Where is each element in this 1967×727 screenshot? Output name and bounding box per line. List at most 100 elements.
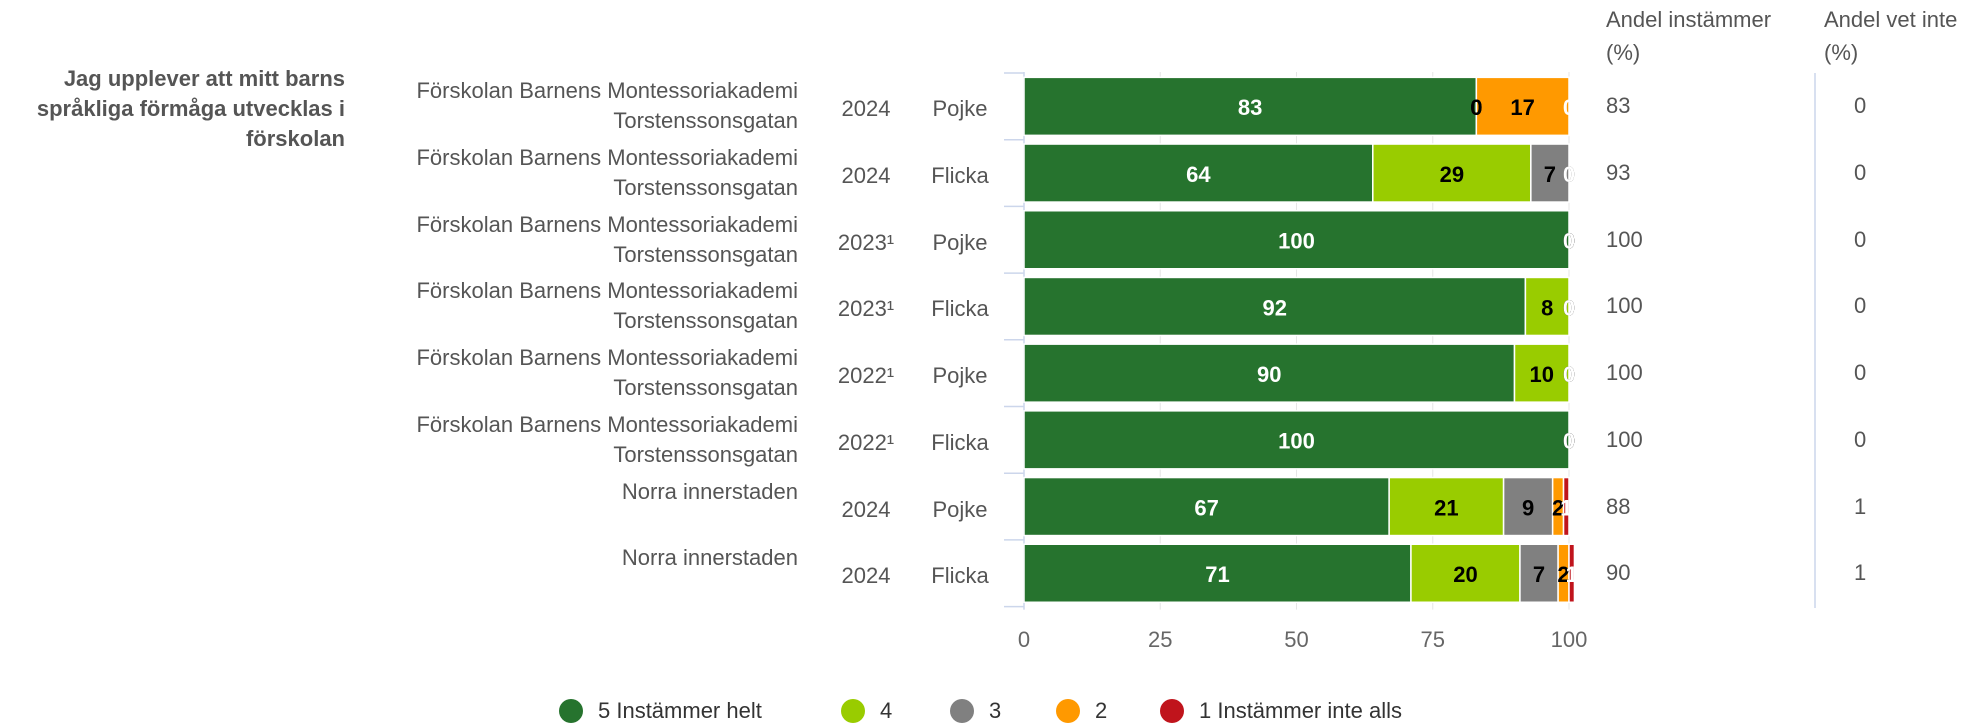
year-label: 2024 — [841, 496, 891, 522]
data-label: 83 — [1238, 95, 1262, 120]
year-label: 2024 — [841, 163, 891, 189]
school-label: Norra innerstaden — [621, 545, 798, 571]
bar-segment — [1023, 143, 1374, 203]
gender-label: Pojke — [932, 96, 988, 122]
legend-label: 3 — [989, 698, 1001, 723]
data-label: 92 — [1262, 295, 1286, 320]
data-label: 0 — [1563, 295, 1575, 320]
year-label: 2023¹ — [837, 296, 895, 322]
data-label: 0 — [1563, 162, 1575, 187]
x-tick-label: 75 — [1421, 627, 1445, 652]
data-label: 29 — [1440, 162, 1464, 187]
x-tick-label: 25 — [1148, 627, 1172, 652]
data-label: 1 — [1560, 495, 1572, 520]
data-label: 2 — [1552, 495, 1564, 520]
bar-segment — [1568, 543, 1576, 603]
column-value: 1 — [1854, 560, 1867, 586]
column-value: 100 — [1606, 426, 1643, 452]
data-label: 9 — [1522, 495, 1534, 520]
school-label: Förskolan Barnens Montessoriakademi Tors… — [416, 78, 798, 134]
bar-segment — [1023, 76, 1478, 137]
data-label: 0 — [1470, 95, 1482, 120]
column-value: 93 — [1606, 160, 1631, 186]
bar-segment — [1475, 76, 1570, 137]
gender-label: Flicka — [931, 296, 989, 322]
year-label: 2022¹ — [837, 429, 895, 455]
school-label: Norra innerstaden — [621, 478, 798, 504]
gender-label: Flicka — [931, 429, 989, 455]
data-label: 71 — [1205, 562, 1229, 587]
column-value: 0 — [1854, 160, 1867, 186]
legend-label: 5 Instämmer helt — [598, 698, 762, 723]
x-tick-label: 0 — [1018, 627, 1030, 652]
gender-label: Flicka — [931, 563, 989, 589]
data-label: 0 — [1563, 362, 1575, 387]
column-value: 0 — [1854, 360, 1867, 386]
column-value: 0 — [1854, 293, 1867, 319]
column-value: 90 — [1606, 560, 1631, 586]
bar-segment — [1023, 210, 1570, 270]
data-label: 21 — [1434, 495, 1458, 520]
bar-segment — [1513, 343, 1570, 403]
data-label: 1 — [1566, 562, 1578, 587]
legend-label: 4 — [880, 698, 892, 723]
column-value: 88 — [1606, 493, 1631, 519]
data-label: 8 — [1541, 295, 1553, 320]
data-label: 0 — [1563, 362, 1575, 387]
column-header: Andel instämmer (%) — [1606, 7, 1772, 65]
data-label: 0 — [1563, 229, 1575, 254]
gender-label: Pojke — [932, 496, 988, 522]
data-label: 90 — [1257, 362, 1281, 387]
data-label: 0 — [1563, 162, 1575, 187]
school-label: Förskolan Barnens Montessoriakademi Tors… — [416, 411, 798, 467]
x-tick-label: 100 — [1551, 627, 1588, 652]
bar-segment — [1562, 476, 1570, 537]
data-label: 0 — [1563, 429, 1575, 454]
year-label: 2023¹ — [837, 229, 895, 255]
school-label: Förskolan Barnens Montessoriakademi Tors… — [416, 278, 798, 334]
data-label: 7 — [1544, 162, 1556, 187]
legend-marker — [1160, 699, 1184, 723]
school-label: Förskolan Barnens Montessoriakademi Tors… — [416, 345, 798, 401]
legend-marker — [841, 699, 865, 723]
column-value: 100 — [1606, 360, 1643, 386]
data-label: 0 — [1563, 295, 1575, 320]
data-label: 2 — [1557, 562, 1569, 587]
data-label: 0 — [1563, 229, 1575, 254]
legend-marker — [950, 699, 974, 723]
bar-segment — [1023, 476, 1390, 537]
data-label: 0 — [1563, 429, 1575, 454]
data-label: 0 — [1563, 229, 1575, 254]
column-header: Andel vet inte (%) — [1824, 7, 1958, 65]
legend-label: 1 Instämmer inte alls — [1199, 698, 1402, 723]
bar-segment — [1524, 276, 1570, 337]
data-label: 17 — [1510, 95, 1534, 120]
question: Jag upplever att mitt barns språkliga fö… — [36, 66, 345, 151]
column-value: 100 — [1606, 226, 1643, 252]
data-label: 0 — [1563, 95, 1575, 120]
data-label: 20 — [1453, 562, 1477, 587]
data-label: 0 — [1563, 429, 1575, 454]
year-label: 2024 — [841, 563, 891, 589]
column-value: 0 — [1854, 93, 1867, 119]
legend-marker — [559, 699, 583, 723]
data-label: 0 — [1563, 362, 1575, 387]
year-label: 2024 — [841, 96, 891, 122]
column-value: 100 — [1606, 293, 1643, 319]
data-label: 100 — [1278, 229, 1315, 254]
x-tick-label: 50 — [1284, 627, 1308, 652]
bar-segment — [1410, 543, 1521, 603]
column-value: 0 — [1854, 226, 1867, 252]
data-label: 7 — [1533, 562, 1545, 587]
school-label: Förskolan Barnens Montessoriakademi Tors… — [416, 211, 798, 267]
legend-marker — [1056, 699, 1080, 723]
gender-label: Flicka — [931, 163, 989, 189]
bar-segment — [1023, 276, 1527, 337]
data-label: 64 — [1186, 162, 1211, 187]
school-label: Förskolan Barnens Montessoriakademi Tors… — [416, 145, 798, 201]
bar-segment — [1023, 343, 1516, 403]
column-value: 83 — [1606, 93, 1631, 119]
year-label: 2022¹ — [837, 363, 895, 389]
